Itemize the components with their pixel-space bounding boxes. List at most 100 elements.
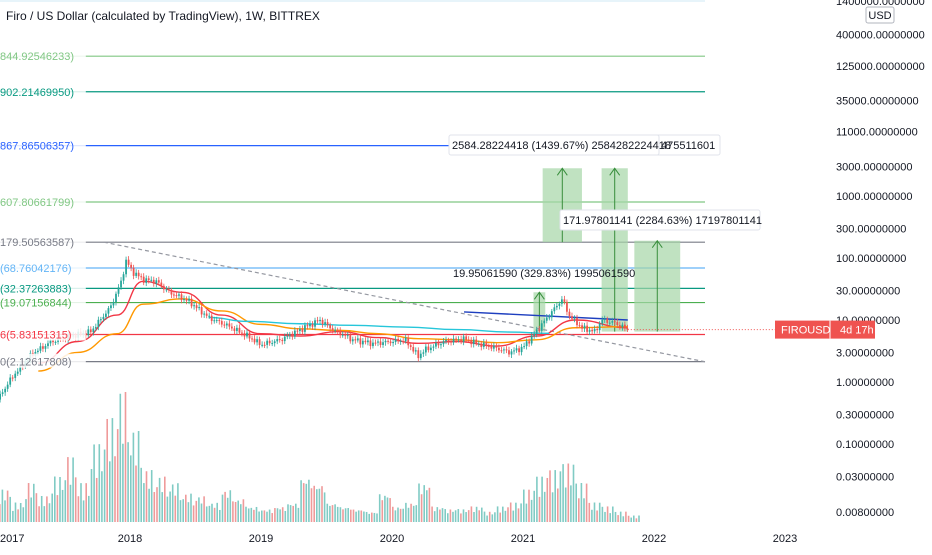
volume-bar-43-4 [572,464,575,522]
volume-bar-18-4 [245,506,247,522]
candle-body-189 [472,339,475,345]
candle-body-17 [39,346,42,351]
volume-bar-23-4 [310,488,313,522]
candle-body-185 [462,336,465,342]
time-axis[interactable]: 2017 2018 2019 2020 2021 2022 2023 [0,533,797,545]
volume-bar-40-1 [525,503,528,522]
volume-bar-22-4 [297,507,300,522]
y-tick-label-7: 300.00000000 [836,223,906,235]
candle-body-63 [155,280,158,284]
candle-body-103 [256,339,258,343]
candle-body-69 [170,290,173,295]
candle-body-212 [530,335,533,344]
candle-body-132 [329,324,332,329]
volume-bar-9-3 [124,392,127,522]
price-axis[interactable]: 1400000.0000000 400000.00000000 125000.000… [836,0,925,519]
candle-body-201 [503,349,505,351]
candle-body-59 [145,278,148,283]
volume-bar-35-2 [462,509,465,522]
volume-bar-27-1 [355,511,357,522]
candle-body-70 [173,294,175,296]
candle-body-198 [495,345,498,348]
measurement-boxes[interactable] [533,167,681,332]
fib-levels[interactable] [0,55,705,363]
volume-bar-40-4 [533,490,535,522]
candle-body-242 [606,318,609,323]
volume-bar-19-3 [255,506,258,522]
fib-label-1: 902.21469950) [0,87,74,99]
candle-body-134 [334,329,337,331]
candle-body-138 [344,334,347,336]
volume-bar-7-2 [95,477,98,522]
volume-bar-39-3 [517,508,520,522]
volume-bar-23-0 [300,480,302,522]
volume-bar-28-1 [368,513,370,522]
volume-bar-30-3 [399,508,402,522]
fib-label-bg-2 [0,137,86,152]
candle-body-117 [291,334,294,337]
candle-body-237 [593,328,596,332]
price-axis-panel[interactable] [830,0,932,550]
volume-bar-36-4 [481,507,483,522]
volume-bar-10-1 [132,432,135,522]
candle-body-159 [397,338,400,342]
candle-body-95 [236,327,238,331]
volume-bar-15-0 [195,500,198,522]
trendlines[interactable] [103,241,707,363]
volume-bar-48-4 [638,515,640,522]
volume-bar-16-3 [216,502,218,522]
volume-bar-0-3 [6,490,9,522]
candle-body-232 [581,325,583,329]
candle-body-51 [125,259,127,275]
candle-body-75 [185,298,188,301]
candle-body-41 [99,319,102,321]
candle-body-150 [374,342,377,344]
y-tick-label-3: 35000.00000000 [836,95,919,107]
volume-bar-37-0 [483,511,486,522]
candle-body-190 [475,339,478,344]
candle-body-115 [286,335,289,337]
candle-body-143 [356,338,359,341]
candle-body-149 [372,342,374,347]
candle-body-200 [500,350,503,352]
volume-bar-42-0 [549,470,551,522]
volume-bar-32-4 [428,487,431,522]
volume-bar-22-1 [289,505,292,522]
candle-body-204 [510,351,513,355]
volume-bar-27-4 [363,511,365,522]
candle-body-191 [477,343,480,345]
volume-bars [0,392,640,522]
candle-body-236 [591,329,594,332]
candle-body-195 [487,345,490,347]
volume-bar-45-1 [591,509,593,522]
candle-body-7 [14,373,17,378]
volume-bar-17-1 [224,491,226,522]
candle-body-170 [424,346,427,353]
candle-body-110 [273,341,276,344]
candle-body-147 [367,340,369,343]
y-tick-label-2: 125000.00000000 [836,61,925,73]
currency-button[interactable] [865,6,895,24]
candle-body-163 [407,337,410,346]
candle-body-3 [4,388,7,393]
volume-bar-41-0 [536,476,538,522]
candle-body-213 [533,333,536,336]
volume-bar-10-4 [140,467,142,522]
fib-labels: 844.92546233) 902.21469950) 867.86506357) 6… [0,48,86,369]
volume-bar-45-3 [596,510,598,522]
volume-bar-11-2 [148,488,150,522]
candle-body-136 [339,330,342,336]
candle-body-64 [157,280,160,283]
volume-bar-0-2 [4,500,6,522]
volume-bar-15-2 [200,503,203,522]
volume-bar-3-0 [38,506,40,522]
volume-bar-1-1 [14,502,17,522]
volume-bar-48-2 [633,515,635,522]
candle-body-40 [97,319,100,328]
volume-bar-4-0 [51,493,53,522]
candle-body-172 [429,347,432,351]
candle-body-121 [301,328,304,332]
volume-bar-1-2 [17,509,19,522]
